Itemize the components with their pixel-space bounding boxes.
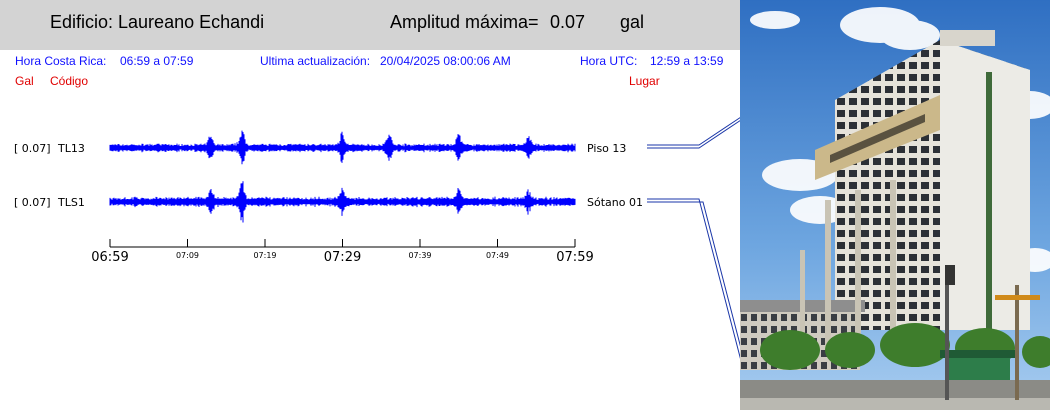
last-update-label: Ultima actualización: <box>260 54 371 68</box>
time-tick-label: 07:59 <box>556 250 593 265</box>
trace-tls1 <box>109 181 576 223</box>
last-update-value: 20/04/2025 08:00:06 AM <box>380 54 511 68</box>
leader-line <box>647 198 740 359</box>
trace-1-place: Piso 13 <box>587 142 627 155</box>
time-tick-label: 07:19 <box>253 251 276 260</box>
column-place: Lugar <box>629 74 660 88</box>
time-tick-label: 07:29 <box>324 250 361 265</box>
trace-tl13 <box>109 130 576 165</box>
leader-line <box>647 201 740 347</box>
seismogram-plot: 06:59 07:29 07:59 07:09 07:19 07:39 07:49 <box>91 117 740 359</box>
utc-time-label: Hora UTC: <box>580 54 638 68</box>
time-tick-label: 07:39 <box>408 251 431 260</box>
building-title: Edificio: Laureano Echandi <box>50 12 265 32</box>
trace-1-gal: [ 0.07] <box>14 142 51 155</box>
trace-2-place: Sótano 01 <box>587 196 643 209</box>
time-tick-label: 07:09 <box>176 251 199 260</box>
leader-line <box>647 120 740 149</box>
local-time-range: 06:59 a 07:59 <box>120 54 194 68</box>
time-tick-label: 07:49 <box>486 251 509 260</box>
building-photo <box>740 0 1050 410</box>
trace-2-gal: [ 0.07] <box>14 196 51 209</box>
column-gal: Gal <box>15 74 34 88</box>
utc-time-range: 12:59 a 13:59 <box>650 54 724 68</box>
leader-line <box>647 117 740 146</box>
amplitude-value: 0.07 <box>550 12 586 32</box>
time-tick-label: 06:59 <box>91 250 128 265</box>
local-time-label: Hora Costa Rica: <box>15 54 107 68</box>
trace-2-code: TLS1 <box>58 196 85 209</box>
trace-1-code: TL13 <box>58 142 85 155</box>
column-code: Código <box>50 74 89 88</box>
header-bar: Edificio: Laureano Echandi Amplitud máxi… <box>0 0 740 50</box>
amplitude-unit: gal <box>620 12 645 32</box>
amplitude-label: Amplitud máxima= <box>390 12 539 32</box>
